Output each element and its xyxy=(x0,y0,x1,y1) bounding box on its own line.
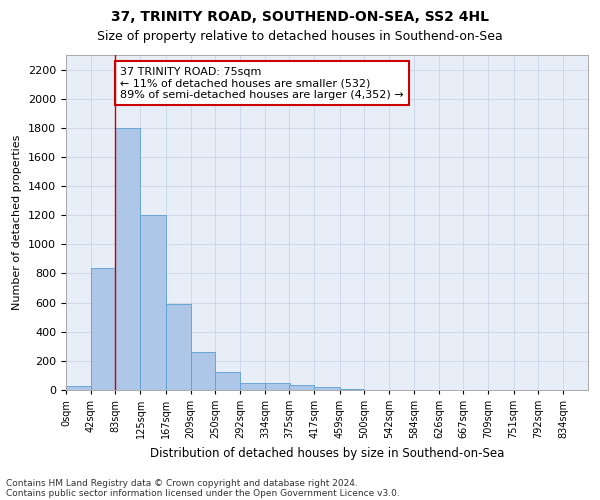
Bar xyxy=(140,215,166,390)
Bar xyxy=(289,386,314,390)
Text: Contains HM Land Registry data © Crown copyright and database right 2024.: Contains HM Land Registry data © Crown c… xyxy=(6,478,358,488)
Y-axis label: Number of detached properties: Number of detached properties xyxy=(13,135,22,310)
Bar xyxy=(265,384,290,390)
Text: 37 TRINITY ROAD: 75sqm
← 11% of detached houses are smaller (532)
89% of semi-de: 37 TRINITY ROAD: 75sqm ← 11% of detached… xyxy=(120,66,404,100)
Bar xyxy=(166,304,191,390)
Text: Contains public sector information licensed under the Open Government Licence v3: Contains public sector information licen… xyxy=(6,488,400,498)
Bar xyxy=(66,386,91,390)
Bar xyxy=(191,352,215,390)
Bar xyxy=(91,268,115,390)
Bar xyxy=(314,387,340,390)
Bar xyxy=(115,128,140,390)
Bar xyxy=(215,372,240,390)
Bar xyxy=(240,382,265,390)
Text: Size of property relative to detached houses in Southend-on-Sea: Size of property relative to detached ho… xyxy=(97,30,503,43)
Text: 37, TRINITY ROAD, SOUTHEND-ON-SEA, SS2 4HL: 37, TRINITY ROAD, SOUTHEND-ON-SEA, SS2 4… xyxy=(111,10,489,24)
X-axis label: Distribution of detached houses by size in Southend-on-Sea: Distribution of detached houses by size … xyxy=(150,446,504,460)
